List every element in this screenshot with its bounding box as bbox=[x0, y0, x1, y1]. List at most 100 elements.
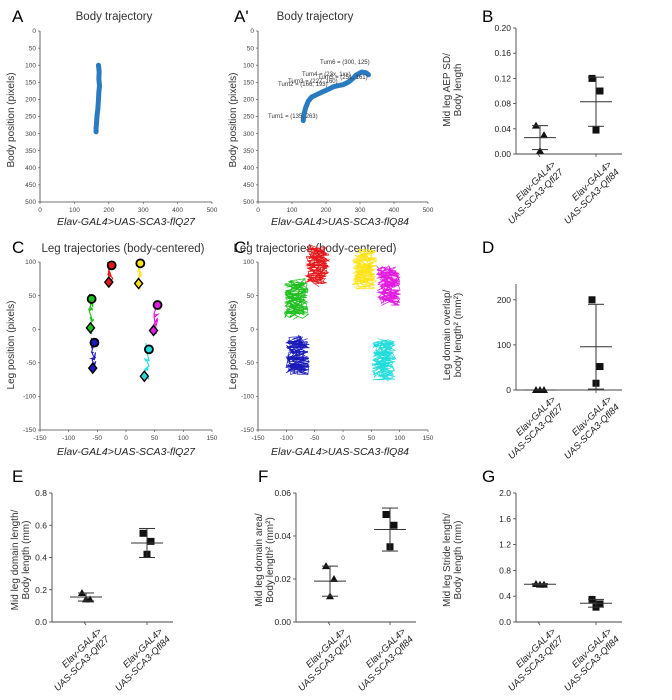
panel-letter: A' bbox=[234, 7, 249, 26]
body-trajectory-line bbox=[93, 62, 103, 135]
data-point-square bbox=[147, 537, 155, 545]
x-tick-label: 150 bbox=[423, 435, 434, 442]
leg-aep-marker bbox=[89, 337, 100, 348]
x-tick-label: 0 bbox=[341, 435, 345, 442]
data-point-square bbox=[139, 529, 147, 537]
y-tick-label: 0.6 bbox=[35, 520, 47, 530]
x-axis-label: Elav-GAL4>UAS-SCA3-flQ84 bbox=[271, 446, 409, 458]
leg-trajectory-r1 bbox=[352, 250, 378, 290]
x-tick-label: 50 bbox=[368, 435, 376, 442]
group-label: Elav-GAL4>UAS-SCA3-Qfl84 bbox=[554, 394, 622, 462]
x-tick-label: 400 bbox=[389, 207, 400, 214]
y-tick-label: 150 bbox=[25, 80, 36, 87]
data-point-triangle bbox=[330, 575, 338, 582]
y-tick-label: 0.4 bbox=[35, 553, 47, 563]
panel-letter: A bbox=[12, 7, 24, 26]
x-tick-label: 400 bbox=[172, 207, 183, 214]
y-axis-label-line: Mid leg domain area/ bbox=[254, 513, 265, 607]
y-axis-label-line: Mid leg AEP SD/ bbox=[442, 53, 453, 127]
data-point-square bbox=[596, 363, 604, 371]
y-axis-label: Leg domain overlap/body length² (mm²) bbox=[442, 289, 464, 380]
x-tick-label: -150 bbox=[251, 435, 264, 442]
x-tick-label: 0 bbox=[256, 207, 260, 214]
y-axis-label-line: Body length² (mm²) bbox=[265, 517, 276, 603]
x-tick-mark bbox=[83, 621, 87, 626]
y-tick-label: 100 bbox=[243, 62, 254, 69]
panel-a2: 0 100 200 300 400 500050100150200250300350400… bbox=[228, 7, 434, 228]
turn-annotation: Turn6 = (300, 125) bbox=[320, 60, 370, 66]
x-tick-label: 500 bbox=[423, 207, 434, 214]
group-label: Elav-GAL4>UAS-SCA3-Qfl84 bbox=[554, 626, 622, 694]
leg-pep-marker bbox=[103, 276, 114, 289]
x-tick-label: 150 bbox=[207, 435, 218, 442]
x-tick-label: -100 bbox=[280, 435, 293, 442]
x-tick-mark bbox=[537, 153, 541, 158]
y-tick-label: 100 bbox=[25, 259, 36, 266]
y-tick-label: 250 bbox=[25, 114, 36, 121]
y-tick-label: 0.08 bbox=[494, 99, 511, 109]
data-point-square bbox=[588, 296, 596, 304]
group-label: Elav-GAL4>UAS-SCA3-Qfl27 bbox=[498, 394, 566, 462]
data-point-triangle bbox=[540, 131, 548, 139]
x-tick-label: 500 bbox=[207, 207, 218, 214]
group-label: Elav-GAL4>UAS-SCA3-Qfl84 bbox=[348, 626, 416, 694]
panel-letter: E bbox=[12, 467, 23, 486]
panel-letter: F bbox=[258, 467, 268, 486]
y-tick-label: 0.04 bbox=[494, 124, 511, 134]
y-tick-label: 250 bbox=[243, 114, 254, 121]
leg-pep-marker bbox=[139, 370, 150, 383]
x-tick-label: 100 bbox=[69, 207, 80, 214]
y-tick-label: 350 bbox=[25, 148, 36, 155]
y-tick-label: 0.20 bbox=[494, 23, 511, 33]
x-tick-label: 0 bbox=[124, 435, 128, 442]
x-tick-label: 200 bbox=[103, 207, 114, 214]
data-point-square bbox=[596, 87, 604, 95]
group-label: Elav-GAL4>UAS-SCA3-Qfl27 bbox=[44, 626, 112, 694]
y-tick-label: 100 bbox=[497, 340, 511, 350]
panel-g: G 0.0 0.4 0.8 1.2 1.6 2.0 Mid leg Stride length… bbox=[442, 467, 622, 694]
group-label: Elav-GAL4>UAS-SCA3-Qfl27 bbox=[498, 626, 566, 694]
y-tick-label: 50 bbox=[247, 45, 255, 52]
y-tick-label: 0.4 bbox=[499, 591, 511, 601]
y-tick-label: 500 bbox=[243, 199, 254, 206]
y-tick-label: 200 bbox=[243, 97, 254, 104]
turn-annotation: Turn3 = (227, 160) bbox=[288, 79, 338, 85]
x-tick-label: 100 bbox=[178, 435, 189, 442]
y-axis-label-line: Mid leg Stride length/ bbox=[442, 513, 453, 607]
leg-trajectory-r2 bbox=[375, 265, 401, 306]
panel-letter: C bbox=[12, 238, 24, 257]
panel-letter: C' bbox=[234, 238, 250, 257]
x-tick-label: 300 bbox=[138, 207, 149, 214]
y-tick-label: 50 bbox=[247, 293, 255, 300]
panel-letter: G bbox=[482, 467, 495, 486]
y-tick-label: 1.6 bbox=[499, 514, 511, 524]
panel-letter: D bbox=[482, 238, 494, 257]
data-point-square bbox=[596, 600, 604, 608]
y-tick-label: 1.2 bbox=[499, 540, 511, 550]
x-axis-label: Elav-GAL4>UAS-SCA3-flQ27 bbox=[57, 216, 196, 228]
y-tick-label: -50 bbox=[245, 360, 255, 367]
leg-trajectory-l1 bbox=[304, 246, 330, 283]
panel-e: E 0.0 0.2 0.4 0.6 0.8 Mid leg domain length/Bo… bbox=[10, 467, 173, 694]
leg-pep-marker bbox=[85, 321, 96, 334]
y-axis-label-line: Leg domain overlap/ bbox=[442, 289, 453, 380]
y-tick-label: 0.06 bbox=[274, 488, 291, 498]
y-axis-label: Mid leg domain length/Body length (mm) bbox=[10, 509, 32, 610]
chart-title: Body trajectory bbox=[277, 11, 354, 23]
y-axis-label: Leg position (pixels) bbox=[228, 301, 239, 390]
y-axis-label: Leg position (pixels) bbox=[6, 301, 17, 390]
x-axis-label: Elav-GAL4>UAS-SCA3-flQ27 bbox=[57, 446, 196, 458]
y-tick-label: 450 bbox=[25, 182, 36, 189]
x-tick-label: -100 bbox=[62, 435, 75, 442]
y-tick-label: 0.00 bbox=[494, 149, 511, 159]
y-axis-label: Body position (pixels) bbox=[6, 72, 17, 167]
data-point-triangle bbox=[536, 146, 544, 154]
leg-trajectory-l1 bbox=[305, 246, 331, 288]
y-tick-label: 0.2 bbox=[35, 585, 47, 595]
x-tick-label: 100 bbox=[394, 435, 405, 442]
y-tick-label: 300 bbox=[25, 131, 36, 138]
y-tick-label: 0.8 bbox=[35, 488, 47, 498]
data-point-square bbox=[592, 126, 600, 134]
group-label: Elav-GAL4>UAS-SCA3-Qfl84 bbox=[105, 626, 173, 694]
panel-a: 0 100 200 300 400 500050100150200250300350400… bbox=[6, 7, 218, 228]
